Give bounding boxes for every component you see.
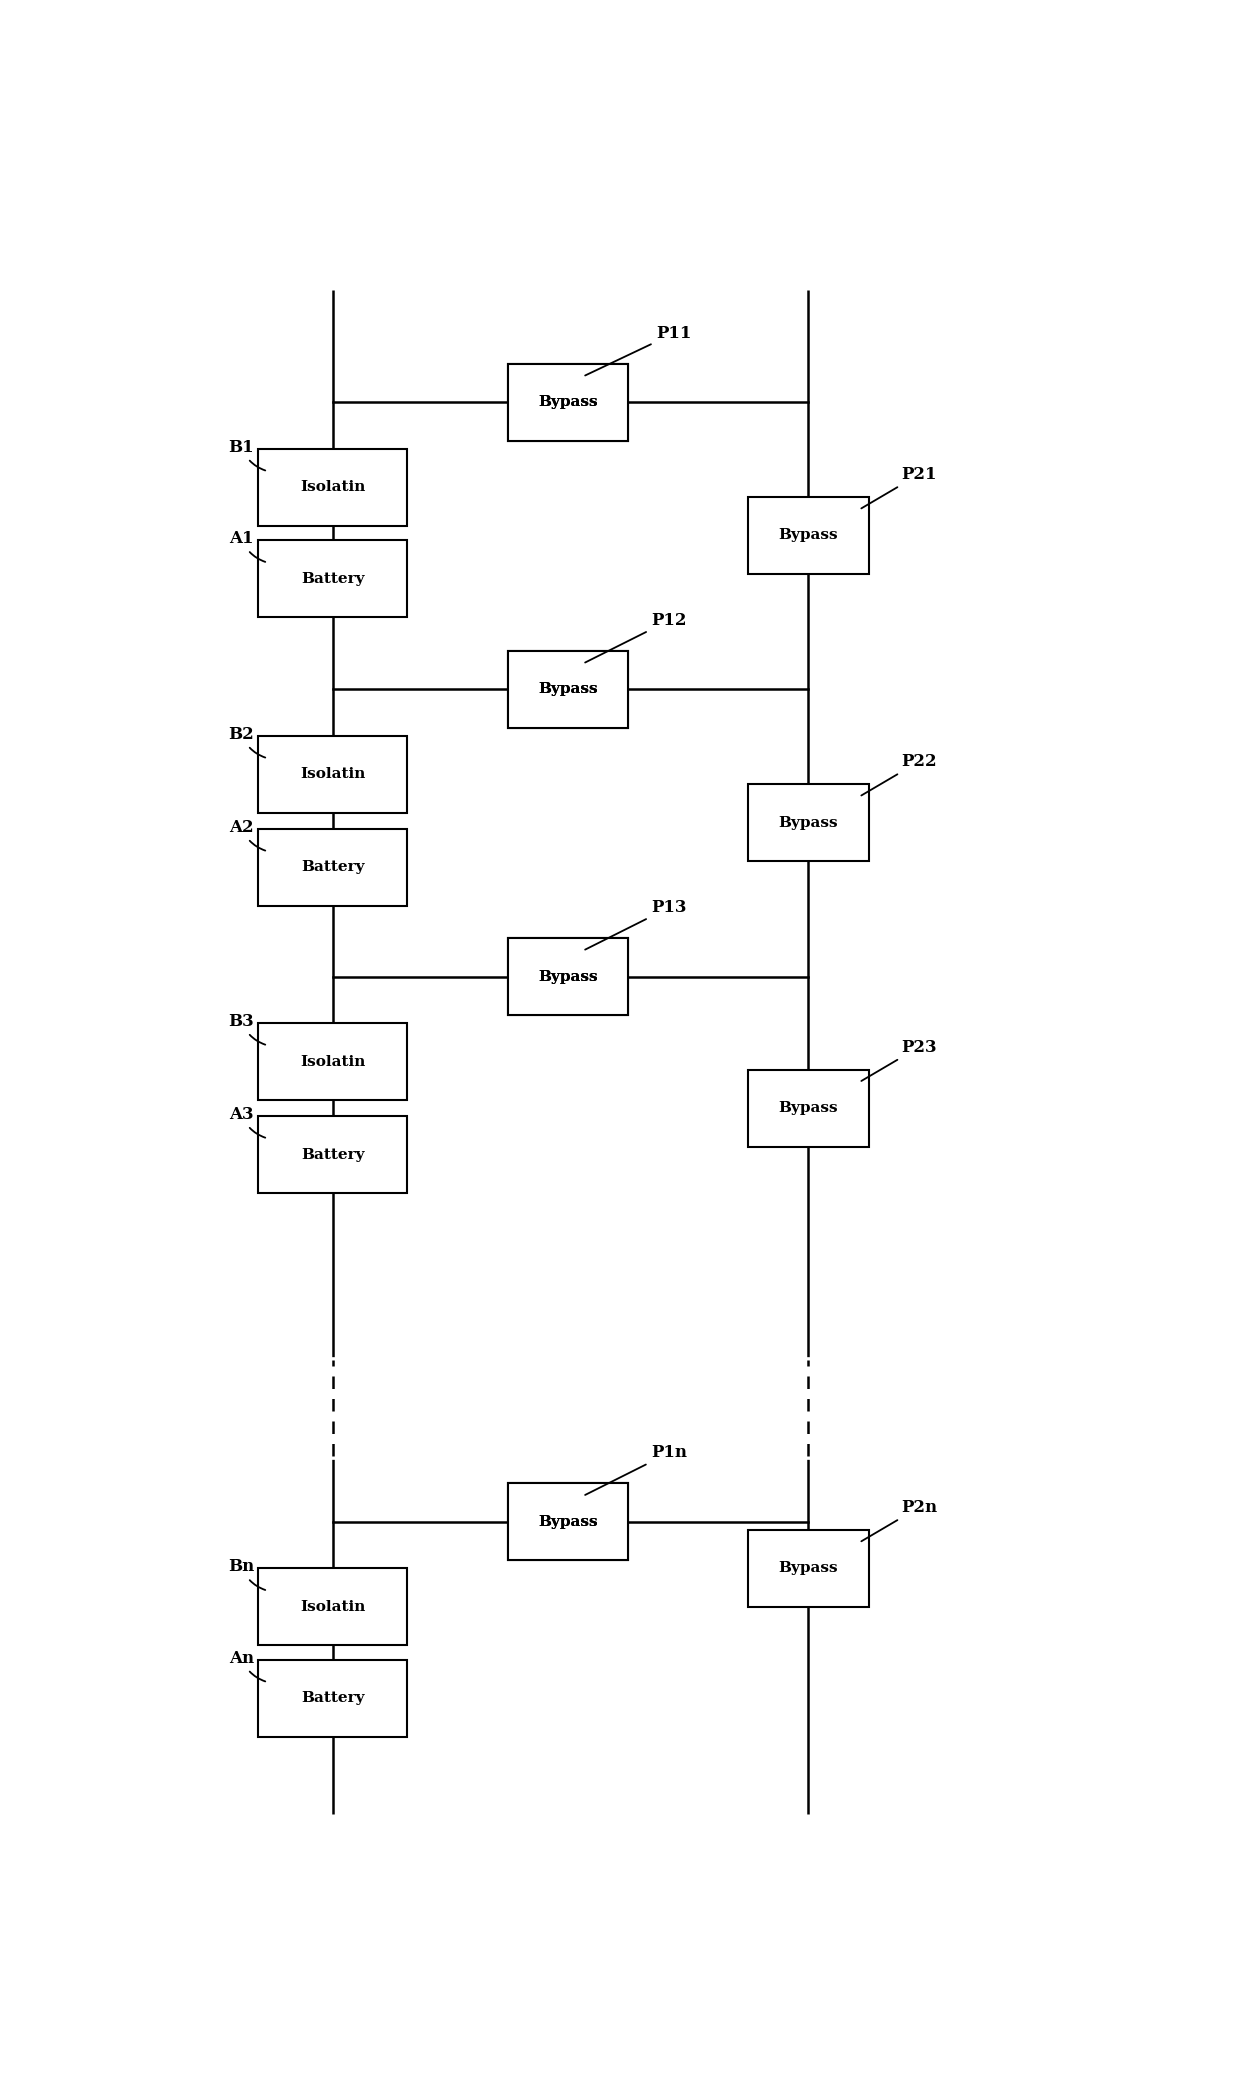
Text: Bypass: Bypass: [538, 683, 598, 696]
Bar: [258, 539, 407, 617]
Bar: [258, 1023, 407, 1100]
Bar: [258, 1116, 407, 1194]
Text: Isolatin: Isolatin: [300, 1054, 366, 1069]
Text: Bn: Bn: [228, 1558, 265, 1589]
Text: P2n: P2n: [862, 1500, 937, 1541]
Text: Isolatin: Isolatin: [300, 1600, 366, 1614]
Text: Bypass: Bypass: [538, 396, 598, 410]
Bar: [508, 650, 629, 727]
Text: B2: B2: [228, 725, 265, 758]
Text: A1: A1: [229, 531, 265, 562]
Bar: [508, 937, 629, 1014]
Bar: [508, 365, 629, 442]
Bar: [508, 937, 629, 1014]
Bar: [258, 829, 407, 906]
Bar: [749, 1069, 868, 1146]
Bar: [508, 1483, 629, 1560]
Text: Bypass: Bypass: [779, 1562, 838, 1575]
Text: P23: P23: [862, 1039, 936, 1081]
Bar: [258, 1660, 407, 1737]
Text: Bypass: Bypass: [538, 1514, 598, 1529]
Text: Bypass: Bypass: [538, 969, 598, 983]
Text: Battery: Battery: [301, 571, 365, 585]
Text: Bypass: Bypass: [538, 396, 598, 410]
Text: Bypass: Bypass: [538, 1514, 598, 1529]
Text: P13: P13: [585, 900, 687, 950]
Bar: [508, 365, 629, 442]
Text: Bypass: Bypass: [779, 1102, 838, 1114]
Bar: [749, 1529, 868, 1606]
Text: Bypass: Bypass: [779, 817, 838, 829]
Text: A2: A2: [229, 819, 265, 850]
Text: A3: A3: [229, 1106, 265, 1137]
Text: Bypass: Bypass: [779, 529, 838, 542]
Text: P22: P22: [862, 754, 936, 796]
Text: Isolatin: Isolatin: [300, 481, 366, 494]
Bar: [258, 448, 407, 525]
Text: Bypass: Bypass: [538, 969, 598, 983]
Bar: [749, 498, 868, 575]
Text: P21: P21: [862, 467, 936, 508]
Bar: [258, 735, 407, 812]
Text: P12: P12: [585, 612, 687, 662]
Text: B3: B3: [228, 1012, 265, 1046]
Text: Battery: Battery: [301, 1691, 365, 1706]
Text: Isolatin: Isolatin: [300, 767, 366, 781]
Bar: [508, 650, 629, 727]
Bar: [749, 783, 868, 860]
Bar: [508, 1483, 629, 1560]
Text: Bypass: Bypass: [538, 683, 598, 696]
Text: Battery: Battery: [301, 1148, 365, 1162]
Text: P11: P11: [585, 325, 692, 375]
Text: P1n: P1n: [585, 1444, 687, 1496]
Bar: [258, 1568, 407, 1646]
Text: Battery: Battery: [301, 860, 365, 875]
Text: An: An: [229, 1650, 265, 1681]
Text: B1: B1: [228, 440, 265, 471]
